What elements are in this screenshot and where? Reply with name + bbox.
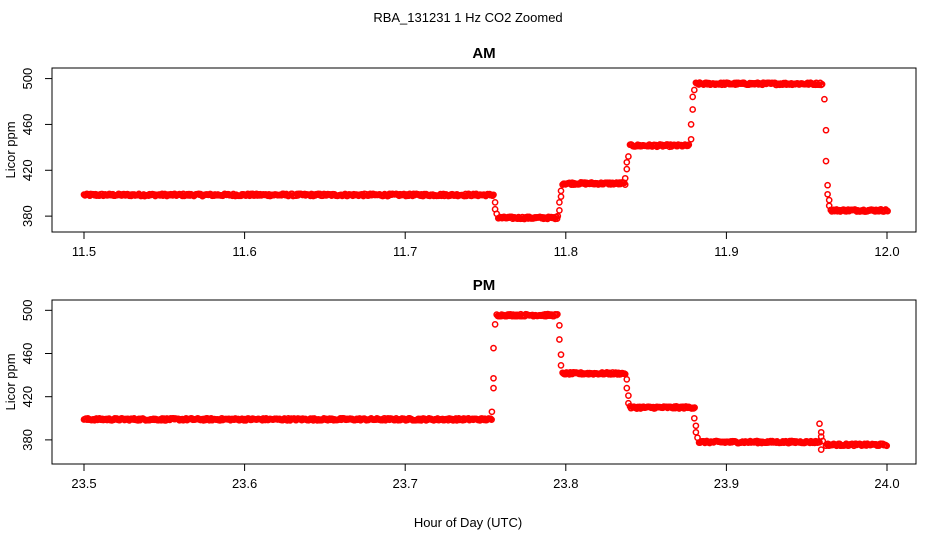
data-point: [824, 190, 831, 198]
data-point: [883, 442, 891, 450]
y-tick-label: 460: [20, 114, 35, 136]
panel-title-am: AM: [472, 45, 495, 62]
data-point: [825, 202, 833, 210]
data-point: [689, 106, 697, 113]
data-point: [817, 428, 825, 436]
data-point: [819, 437, 827, 445]
y-axis-label-am: Licor ppm: [3, 121, 18, 178]
x-tick-label: 11.8: [554, 244, 578, 259]
data-point: [625, 399, 632, 407]
x-tick-label: 11.9: [714, 244, 738, 259]
data-point: [623, 384, 631, 392]
data-point: [556, 336, 563, 343]
data-point: [687, 121, 695, 128]
data-point: [623, 158, 631, 166]
data-point: [690, 414, 698, 422]
data-point: [822, 157, 830, 165]
data-point: [488, 408, 496, 416]
data-point: [687, 135, 695, 143]
data-point: [623, 376, 631, 383]
y-tick-label: 420: [20, 159, 35, 181]
x-tick-label: 23.6: [232, 476, 257, 491]
data-point: [491, 321, 499, 328]
data-point: [488, 416, 495, 423]
data-point: [493, 210, 501, 218]
data-point: [625, 153, 632, 160]
data-point: [685, 141, 693, 149]
axis-ticks-pm: 23.5 23.6 23.7 23.8 23.9 24.0 380 420 460 500: [20, 299, 900, 491]
x-tick-label: 23.5: [71, 476, 96, 491]
data-point: [490, 374, 497, 382]
data-point: [491, 199, 499, 206]
x-tick-label: 12.0: [874, 244, 899, 259]
data-point: [621, 181, 629, 188]
data-point: [490, 191, 497, 199]
data-point: [694, 434, 701, 442]
data-point: [690, 86, 698, 94]
data-point: [821, 95, 828, 103]
y-tick-label: 500: [20, 299, 35, 321]
y-tick-label: 380: [20, 429, 35, 451]
panel-title-pm: PM: [473, 277, 496, 294]
data-point: [556, 207, 563, 214]
data-point: [822, 126, 830, 134]
data-point: [691, 404, 698, 411]
y-tick-label: 380: [20, 205, 35, 227]
data-point: [623, 165, 631, 173]
data-point: [489, 192, 496, 200]
x-tick-label: 11.6: [232, 244, 256, 259]
x-tick-label: 11.5: [72, 244, 96, 259]
figure-x-axis-label: Hour of Day (UTC): [414, 515, 522, 530]
figure-title: RBA_131231 1 Hz CO2 Zoomed: [373, 10, 562, 25]
panel-am: AM Licor ppm 11.5 11.6 11.7 11.8 11.9 12.0 380…: [3, 45, 917, 259]
y-tick-label: 500: [20, 68, 35, 90]
data-point: [554, 212, 562, 220]
x-tick-label: 11.7: [393, 244, 417, 259]
data-point: [621, 174, 629, 182]
data-point: [490, 344, 497, 352]
x-tick-label: 24.0: [874, 476, 899, 491]
data-point: [817, 446, 825, 453]
data-point: [557, 187, 565, 195]
data-point: [556, 199, 563, 206]
data-point: [625, 392, 632, 399]
panel-pm: PM Licor ppm 23.5 23.6 23.7 23.8 23.9 24.0 380…: [3, 277, 917, 491]
data-point: [557, 362, 565, 369]
data-point: [816, 420, 823, 428]
x-tick-label: 23.9: [714, 476, 739, 491]
y-tick-label: 460: [20, 343, 35, 365]
data-points-am: [80, 79, 891, 223]
data-points-pm: [80, 310, 891, 453]
data-point: [556, 322, 563, 329]
data-point: [692, 422, 700, 430]
data-point: [818, 80, 826, 88]
y-axis-label-pm: Licor ppm: [3, 353, 18, 410]
data-point: [554, 310, 561, 318]
data-point: [824, 181, 831, 189]
y-tick-label: 420: [20, 386, 35, 408]
data-point: [884, 207, 891, 215]
x-tick-label: 23.8: [553, 476, 578, 491]
data-point: [816, 438, 823, 446]
data-point: [689, 93, 697, 101]
data-point: [490, 384, 497, 392]
data-point: [557, 351, 565, 358]
x-tick-label: 23.7: [393, 476, 418, 491]
axis-ticks-am: 11.5 11.6 11.7 11.8 11.9 12.0 380 420 460 500: [20, 68, 900, 259]
